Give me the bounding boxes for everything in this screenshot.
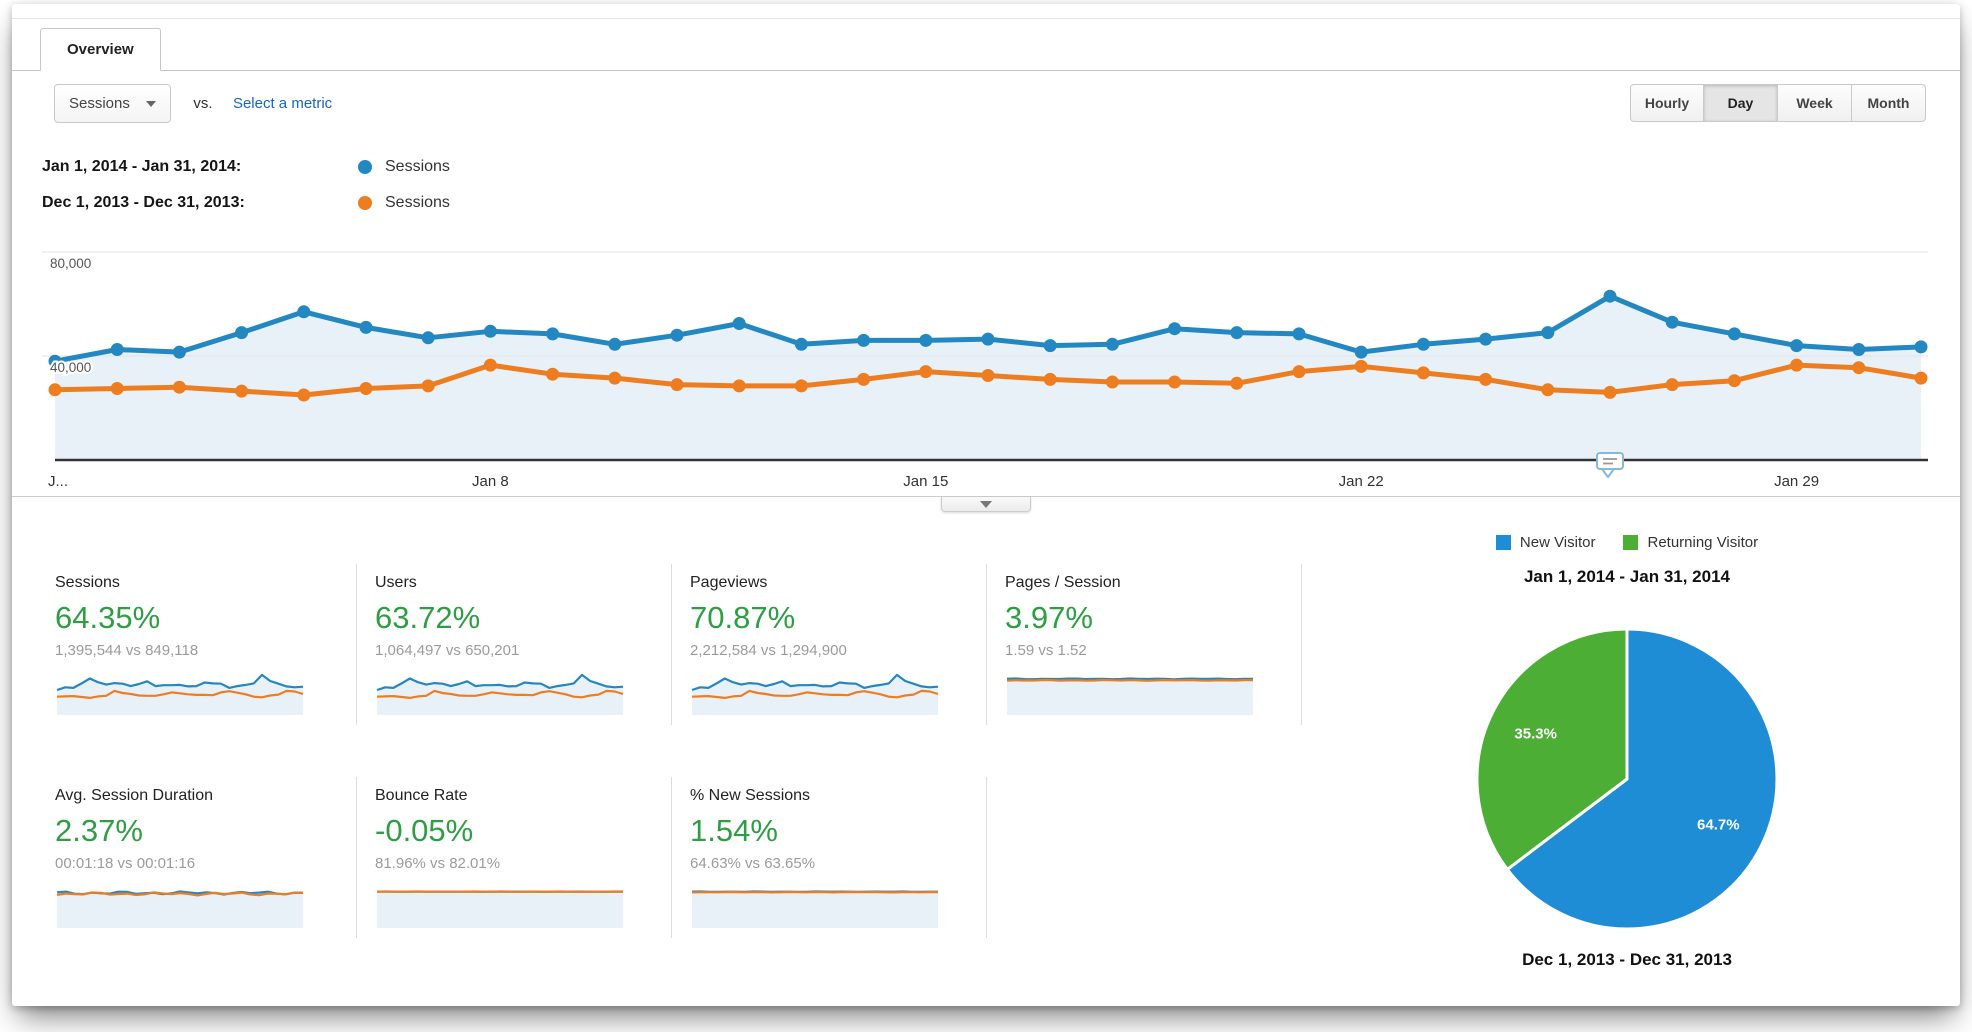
svg-text:64.7%: 64.7% <box>1697 816 1740 833</box>
tab-overview[interactable]: Overview <box>40 28 161 71</box>
chevron-down-icon <box>980 500 992 508</box>
card-row-1: Sessions 64.35% 1,395,544 vs 849,118 Use… <box>42 564 1312 725</box>
chevron-down-icon <box>145 100 156 107</box>
card-row-2: Avg. Session Duration 2.37% 00:01:18 vs … <box>42 777 1312 938</box>
pie-legend-returning-visitor: Returning Visitor <box>1623 534 1758 551</box>
card-change-value: 2.37% <box>55 813 143 848</box>
card-change-value: 64.35% <box>55 600 161 635</box>
card-avg-session-duration: Avg. Session Duration 2.37% 00:01:18 vs … <box>42 777 357 938</box>
card-comparison: 2,212,584 vs 1,294,900 <box>690 642 847 659</box>
legend-previous-date-range: Dec 1, 2013 - Dec 31, 2013: <box>42 194 245 211</box>
chart-divider <box>12 496 1960 497</box>
metric-summary-cards: Sessions 64.35% 1,395,544 vs 849,118 Use… <box>42 564 1312 938</box>
card-change-value: 70.87% <box>690 600 796 635</box>
select-metric-link[interactable]: Select a metric <box>232 95 333 112</box>
card-title: Sessions <box>55 574 120 591</box>
card-comparison: 00:01:18 vs 00:01:16 <box>55 855 196 872</box>
top-divider <box>12 18 1960 19</box>
granularity-month-button[interactable]: Month <box>1852 84 1926 122</box>
annotation-marker-icon[interactable] <box>1596 452 1624 478</box>
granularity-hourly-button[interactable]: Hourly <box>1630 84 1704 122</box>
card-title: Avg. Session Duration <box>55 787 214 804</box>
card-sparkline <box>1006 677 1254 715</box>
card-title: Pageviews <box>690 574 768 591</box>
vs-label: vs. <box>193 95 213 112</box>
legend-previous-period: Dec 1, 2013 - Dec 31, 2013: Sessions <box>42 194 450 212</box>
pie-legend-new-visitor: New Visitor <box>1495 534 1596 551</box>
card-pageviews: Pageviews 70.87% 2,212,584 vs 1,294,900 <box>672 564 987 725</box>
new-visitor-swatch-icon <box>1495 535 1511 550</box>
card-sparkline <box>376 673 624 715</box>
legend-current-series-label: Sessions <box>385 158 450 175</box>
card-bounce-rate: Bounce Rate -0.05% 81.96% vs 82.01% <box>357 777 672 938</box>
pie-legend-label: New Visitor <box>1519 534 1596 551</box>
svg-text:J...: J... <box>48 473 68 490</box>
card-change-value: -0.05% <box>375 813 474 848</box>
card-title: Bounce Rate <box>375 787 468 804</box>
legend-current-period: Jan 1, 2014 - Jan 31, 2014: Sessions <box>42 158 450 176</box>
card-sparkline <box>56 673 304 715</box>
metric-dropdown-value: Sessions <box>69 95 130 112</box>
chart-collapse-tab[interactable] <box>941 497 1031 512</box>
card-sessions: Sessions 64.35% 1,395,544 vs 849,118 <box>42 564 357 725</box>
visitor-type-pie-chart[interactable]: 64.7% 35.3% <box>1312 619 1942 944</box>
card-comparison: 1,395,544 vs 849,118 <box>55 642 199 659</box>
granularity-day-button[interactable]: Day <box>1704 84 1778 122</box>
card-change-value: 3.97% <box>1005 600 1093 635</box>
pie-current-period-title: Jan 1, 2014 - Jan 31, 2014 <box>1523 567 1731 586</box>
card-comparison: 64.63% vs 63.65% <box>690 855 816 872</box>
card-change-value: 1.54% <box>690 813 778 848</box>
svg-text:80,000: 80,000 <box>50 256 91 271</box>
svg-text:Jan 15: Jan 15 <box>903 473 948 490</box>
card-sparkline <box>691 890 938 928</box>
returning-visitor-swatch-icon <box>1623 535 1639 550</box>
card-comparison: 1.59 vs 1.52 <box>1005 642 1087 659</box>
granularity-button-group: Hourly Day Week Month <box>1630 84 1926 122</box>
card-users: Users 63.72% 1,064,497 vs 650,201 <box>357 564 672 725</box>
report-panel: Overview Sessions vs. Select a metric Ho… <box>12 4 1960 1006</box>
previous-series-dot-icon <box>358 196 372 210</box>
pie-legend-label: Returning Visitor <box>1647 534 1759 551</box>
svg-text:40,000: 40,000 <box>50 360 91 375</box>
card-sparkline <box>691 673 939 715</box>
pie-legend: New Visitor Returning Visitor <box>1312 534 1942 551</box>
card-pages-per-session: Pages / Session 3.97% 1.59 vs 1.52 <box>987 564 1302 725</box>
chart-controls: Sessions vs. Select a metric Hourly Day … <box>54 84 1926 124</box>
granularity-week-button[interactable]: Week <box>1778 84 1852 122</box>
card-comparison: 81.96% vs 82.01% <box>375 855 501 872</box>
svg-text:Jan 22: Jan 22 <box>1339 473 1384 490</box>
sessions-timeline-chart[interactable]: 40,000 80,000 J... Jan 8 Jan 15 Jan 22 Jan 29 <box>42 240 1928 496</box>
legend-current-date-range: Jan 1, 2014 - Jan 31, 2014: <box>42 158 242 175</box>
card-comparison: 1,064,497 vs 650,201 <box>375 642 520 659</box>
visitor-type-panel: New Visitor Returning Visitor Jan 1, 201… <box>1312 534 1942 970</box>
card-change-value: 63.72% <box>375 600 481 635</box>
card-title: Users <box>375 574 417 591</box>
tab-bar: Overview <box>12 28 1960 71</box>
card-percent-new-sessions: % New Sessions 1.54% 64.63% vs 63.65% <box>672 777 987 938</box>
metric-dropdown[interactable]: Sessions <box>54 84 171 123</box>
current-series-dot-icon <box>358 160 372 174</box>
svg-text:Jan 8: Jan 8 <box>472 473 509 490</box>
svg-text:35.3%: 35.3% <box>1514 726 1557 743</box>
card-sparkline <box>56 890 304 928</box>
card-title: Pages / Session <box>1005 574 1121 591</box>
card-sparkline <box>376 890 624 928</box>
legend-previous-series-label: Sessions <box>385 194 450 211</box>
svg-text:Jan 29: Jan 29 <box>1774 473 1819 490</box>
pie-previous-period-title: Dec 1, 2013 - Dec 31, 2013 <box>1522 950 1732 969</box>
card-title: % New Sessions <box>690 787 811 804</box>
